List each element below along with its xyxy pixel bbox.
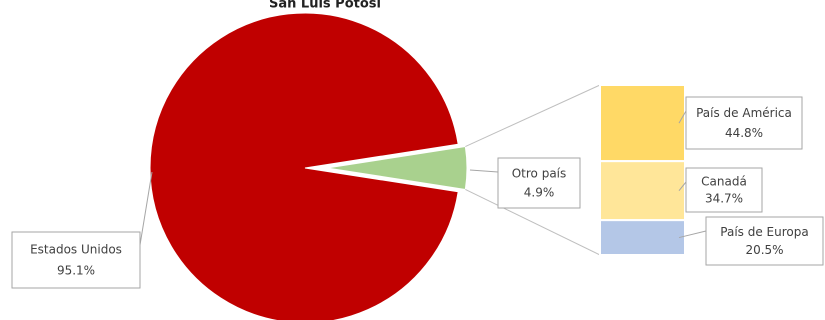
leader-line (678, 181, 687, 191)
callout-value: 34.7% (705, 191, 743, 205)
callout-value: 20.5% (745, 243, 783, 257)
leader-line (678, 230, 707, 239)
bar-segment (599, 160, 686, 222)
leader-line (469, 169, 499, 173)
callout-box (705, 216, 824, 266)
callout-box (11, 231, 141, 289)
callout-value: 4.9% (524, 186, 555, 200)
callout-label: País de América (696, 106, 792, 120)
callout-label: Otro país (512, 167, 567, 181)
pie-slice (326, 145, 468, 191)
pie-slice (149, 12, 459, 320)
connector (465, 84, 601, 147)
connector (465, 189, 601, 256)
callout-box (497, 157, 581, 209)
leader-line (678, 110, 687, 124)
leader-line (139, 171, 153, 246)
callout-box (685, 167, 763, 213)
bar-segment (599, 219, 686, 256)
callout-label: País de Europa (720, 225, 808, 239)
chart-title: San Luis Potosí (269, 0, 383, 12)
callout-label: Canadá (701, 175, 747, 189)
callout-box (685, 96, 803, 150)
callout-value: 44.8% (725, 126, 763, 140)
callout-label: Estados Unidos (30, 242, 122, 256)
callout-value: 95.1% (57, 264, 95, 278)
bar-segment (599, 84, 686, 163)
